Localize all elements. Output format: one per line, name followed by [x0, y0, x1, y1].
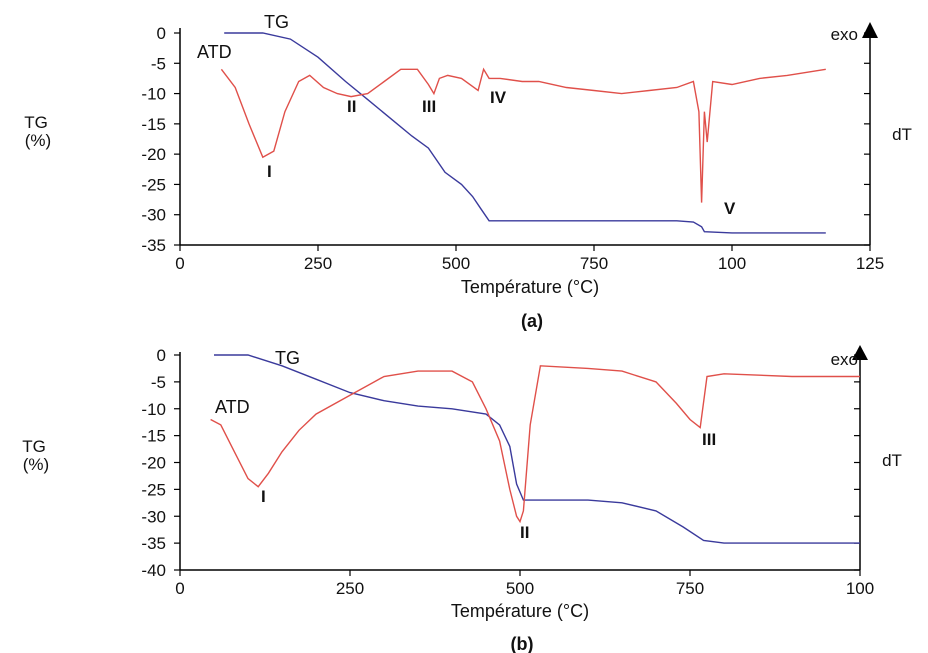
- chart-a-exo-label: exo: [831, 25, 858, 44]
- chart-a-xlabel: Température (°C): [461, 277, 599, 297]
- chart-a-y-tick-label: -25: [141, 175, 166, 194]
- chart-b: exo dT TG (%) 0 -5 -10 -15 -20 -25 -30 -35 -40 0…: [22, 345, 902, 653]
- chart-a-peak-v: V: [724, 199, 736, 218]
- chart-b-y-tick-label: -25: [141, 480, 166, 499]
- chart-a-peak-iv: IV: [490, 88, 507, 107]
- chart-a-y-tick-label: -15: [141, 115, 166, 134]
- chart-b-x-tick-label: 750: [676, 579, 704, 598]
- chart-b-peak-ii: II: [520, 523, 529, 542]
- chart-b-peak-i: I: [261, 487, 266, 506]
- chart-a-exo-arrow-icon: [862, 22, 878, 38]
- chart-b-peak-iii: III: [702, 430, 716, 449]
- chart-a-series-atd-line: [221, 69, 825, 202]
- chart-a-grid-ticks: [174, 33, 870, 251]
- chart-b-ylabel-line2: (%): [23, 455, 49, 474]
- chart-b-y-tick-label: -35: [141, 534, 166, 553]
- chart-b-ylabel-line1: TG: [22, 437, 46, 456]
- chart-b-caption: (b): [511, 634, 534, 653]
- chart-a-x-tick-labels: 0 250 500 750 100 125: [175, 254, 884, 273]
- chart-b-x-tick-label: 0: [175, 579, 184, 598]
- chart-b-label-tg: TG: [275, 348, 300, 368]
- chart-a-y-tick-label: -35: [141, 236, 166, 255]
- chart-b-y-tick-label: -40: [141, 561, 166, 580]
- chart-b-y-tick-label: 0: [157, 346, 166, 365]
- chart-a-label-tg: TG: [264, 12, 289, 32]
- chart-a-x-tick-label: 100: [718, 254, 746, 273]
- chart-a-x-tick-label: 250: [304, 254, 332, 273]
- chart-b-y-tick-label: -30: [141, 507, 166, 526]
- chart-a-ylabel-line2: (%): [25, 131, 51, 150]
- chart-b-right-ylabel: dT: [882, 451, 902, 470]
- chart-b-y-tick-labels: 0 -5 -10 -15 -20 -25 -30 -35 -40: [141, 346, 166, 580]
- chart-a-y-tick-label: -10: [141, 85, 166, 104]
- chart-b-x-tick-label: 500: [506, 579, 534, 598]
- chart-b-x-tick-label: 250: [336, 579, 364, 598]
- chart-b-series-atd-line: [211, 366, 860, 522]
- chart-b-x-tick-labels: 0 250 500 750 100: [175, 579, 874, 598]
- chart-b-xlabel: Température (°C): [451, 601, 589, 621]
- chart-b-exo-label: exo: [831, 350, 858, 369]
- chart-a-right-ylabel: dT: [892, 125, 912, 144]
- chart-b-y-tick-label: -20: [141, 454, 166, 473]
- chart-b-x-tick-label: 100: [846, 579, 874, 598]
- chart-a-y-tick-label: -5: [151, 54, 166, 73]
- chart-a-peak-i: I: [267, 162, 272, 181]
- chart-a-y-tick-label: -30: [141, 206, 166, 225]
- chart-a-x-tick-label: 0: [175, 254, 184, 273]
- chart-b-label-atd: ATD: [215, 397, 250, 417]
- chart-a-peak-ii: II: [347, 97, 356, 116]
- chart-a-y-tick-label: 0: [157, 24, 166, 43]
- chart-a-series-tg-line: [224, 33, 826, 233]
- chart-a-y-tick-labels: 0 -5 -10 -15 -20 -25 -30 -35: [141, 24, 166, 255]
- chart-a-x-tick-label: 125: [856, 254, 884, 273]
- chart-a-ylabel-line1: TG: [24, 113, 48, 132]
- chart-b-y-tick-label: -15: [141, 427, 166, 446]
- chart-a-label-atd: ATD: [197, 42, 232, 62]
- chart-a-x-tick-label: 500: [442, 254, 470, 273]
- chart-b-y-tick-label: -10: [141, 400, 166, 419]
- chart-a: exo dT TG (%) 0 -5 -10 -15 -20 -25 -30 -35 0 250…: [24, 12, 912, 331]
- chart-a-peak-iii: III: [422, 97, 436, 116]
- chart-b-y-tick-label: -5: [151, 373, 166, 392]
- chart-a-caption: (a): [521, 311, 543, 331]
- chart-a-x-tick-label: 750: [580, 254, 608, 273]
- chart-a-y-tick-label: -20: [141, 145, 166, 164]
